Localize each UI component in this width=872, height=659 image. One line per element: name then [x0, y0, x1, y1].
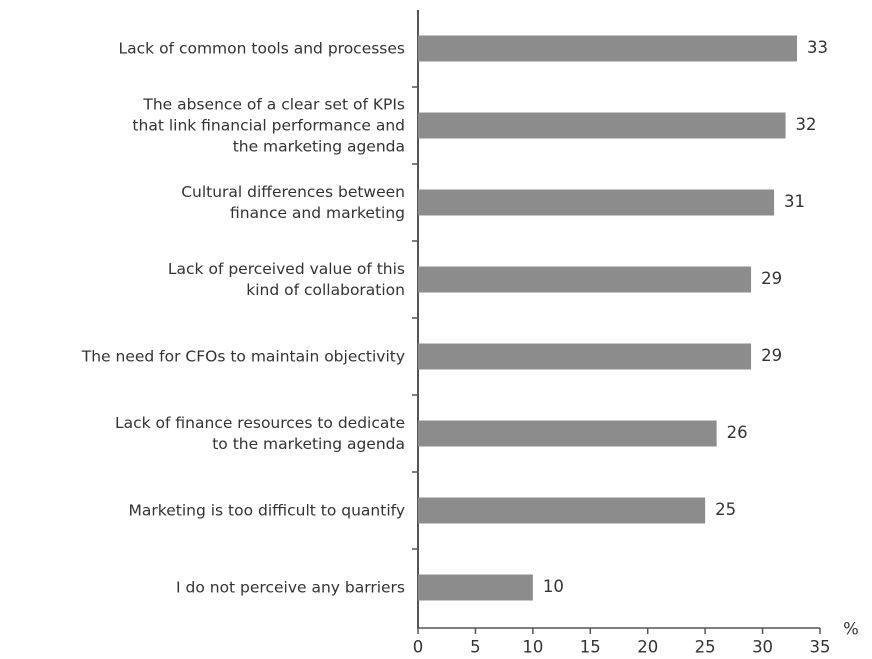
category-label: Lack of finance resources to dedicate to …	[115, 414, 405, 453]
bar	[418, 35, 798, 62]
x-tick-label: 0	[413, 638, 424, 657]
x-tick-label: 10	[522, 638, 543, 657]
bar	[418, 497, 706, 524]
value-label: 33	[807, 38, 828, 57]
value-label: 29	[761, 346, 782, 365]
bar	[418, 420, 717, 447]
category-label: The need for CFOs to maintain objectivit…	[81, 347, 405, 365]
bar	[418, 112, 786, 139]
value-label: 32	[796, 115, 817, 134]
bar	[418, 189, 775, 216]
x-axis-label: %	[843, 620, 859, 639]
value-label: 31	[784, 192, 805, 211]
value-label: 26	[727, 423, 748, 442]
x-tick-label: 15	[580, 638, 601, 657]
x-tick-label: 20	[637, 638, 658, 657]
category-label: I do not perceive any barriers	[176, 578, 405, 596]
category-label: Lack of common tools and processes	[119, 39, 405, 57]
bar	[418, 266, 752, 293]
value-label: 29	[761, 269, 782, 288]
value-label: 10	[543, 577, 564, 596]
category-label: Lack of perceived value of this kind of c…	[168, 260, 405, 299]
category-label: Cultural differences between finance and …	[181, 183, 405, 222]
bar	[418, 343, 752, 370]
x-tick-label: 5	[470, 638, 481, 657]
x-tick-label: 25	[695, 638, 716, 657]
x-tick-label: 35	[810, 638, 831, 657]
category-label: The absence of a clear set of KPIs that l…	[132, 95, 405, 155]
category-label: Marketing is too difficult to quantify	[129, 501, 405, 519]
value-label: 25	[715, 500, 736, 519]
x-tick-label: 30	[752, 638, 773, 657]
bar	[418, 574, 533, 601]
